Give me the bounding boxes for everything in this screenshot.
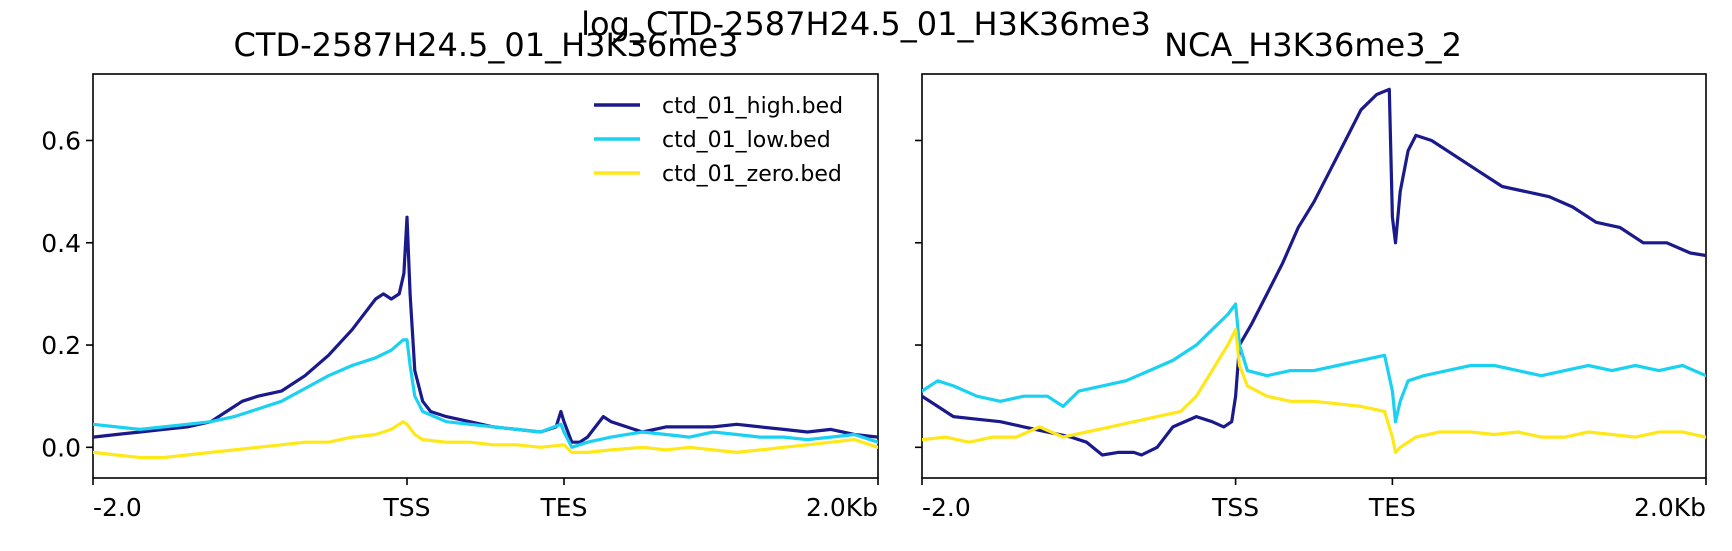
ytick-label-left: 0.4 bbox=[41, 229, 81, 258]
xtick-label-right: 2.0Kb bbox=[1634, 493, 1706, 522]
plot-panel-left: CTD-2587H24.5_01_H3K36me3 0.0 0.2 0.4 0.6 -2… bbox=[41, 26, 879, 522]
series-line-ctd-01-high-bed-right bbox=[922, 87, 1706, 457]
ytick-label-left: 0.6 bbox=[41, 126, 81, 155]
legend: ctd_01_high.bed ctd_01_low.bed ctd_01_zero… bbox=[594, 94, 843, 187]
series-line-ctd-01-high-bed-left bbox=[93, 215, 878, 444]
xtick-label-right: TSS bbox=[1211, 493, 1259, 522]
plot-frame-left bbox=[92, 73, 879, 479]
figure-suptitle: log_CTD-2587H24.5_01_H3K36me3 bbox=[581, 5, 1151, 43]
series-line-ctd-01-zero-bed-left bbox=[93, 420, 878, 460]
xtick-label-right: TES bbox=[1368, 493, 1416, 522]
xtick-label-right: -2.0 bbox=[922, 493, 971, 522]
xtick-label-left: -2.0 bbox=[93, 493, 142, 522]
plot-frame-right bbox=[921, 73, 1707, 479]
series-line-ctd-01-low-bed-right bbox=[922, 302, 1706, 424]
panel-title-right: NCA_H3K36me3_2 bbox=[1164, 26, 1462, 64]
legend-label: ctd_01_low.bed bbox=[662, 128, 831, 153]
series-line-ctd-01-zero-bed-right bbox=[922, 328, 1706, 454]
ytick-label-left: 0.2 bbox=[41, 331, 81, 360]
legend-label: ctd_01_zero.bed bbox=[662, 162, 842, 187]
legend-label: ctd_01_high.bed bbox=[662, 94, 843, 119]
xtick-label-left: 2.0Kb bbox=[806, 493, 878, 522]
ytick-label-left: 0.0 bbox=[41, 433, 81, 462]
xtick-label-left: TSS bbox=[382, 493, 430, 522]
panel-title-left: CTD-2587H24.5_01_H3K36me3 bbox=[234, 26, 739, 64]
xtick-label-left: TES bbox=[540, 493, 588, 522]
plot-panel-right: NCA_H3K36me3_2 -2.0 TSS TES 2.0Kb bbox=[915, 26, 1707, 522]
series-line-ctd-01-low-bed-left bbox=[93, 338, 878, 449]
